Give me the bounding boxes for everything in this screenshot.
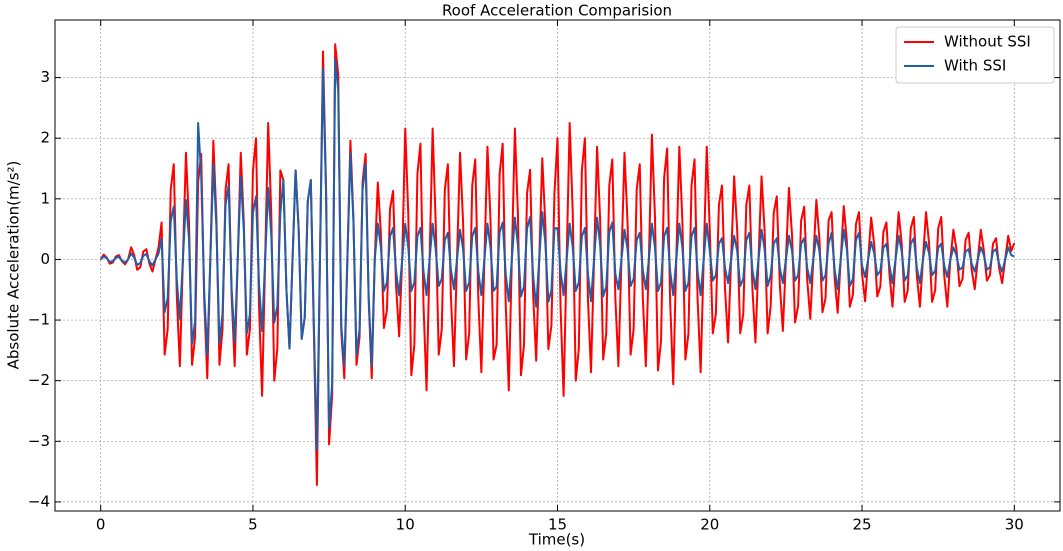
chart-title: Roof Acceleration Comparision xyxy=(442,2,672,20)
x-tick-label: 0 xyxy=(96,516,106,534)
data-line xyxy=(99,58,1015,451)
y-tick-label: 2 xyxy=(40,129,50,147)
x-tick-label: 15 xyxy=(548,516,567,534)
y-tick-label: 1 xyxy=(40,189,50,207)
y-tick-label: 3 xyxy=(40,68,50,86)
legend-box xyxy=(895,26,1055,84)
y-tick-label: −2 xyxy=(28,371,50,389)
y-tick-label: 0 xyxy=(40,250,50,268)
y-tick-label: −4 xyxy=(28,492,50,510)
legend-label: Without SSI xyxy=(944,33,1031,51)
legend-label: With SSI xyxy=(944,57,1006,75)
x-tick-label: 30 xyxy=(1005,516,1024,534)
y-axis-label: Absolute Acceleration(m/s²) xyxy=(5,161,23,370)
x-tick-label: 5 xyxy=(248,516,258,534)
x-tick-label: 10 xyxy=(396,516,415,534)
legend: Without SSI With SSI xyxy=(895,26,1055,84)
y-tick-label: −1 xyxy=(28,311,50,329)
plot-frame xyxy=(54,19,1061,512)
x-tick-label: 25 xyxy=(852,516,871,534)
x-axis-label: Time(s) xyxy=(528,531,585,549)
x-tick-label: 20 xyxy=(700,516,719,534)
y-tick-label: −3 xyxy=(28,432,50,450)
data-line xyxy=(99,43,1016,486)
